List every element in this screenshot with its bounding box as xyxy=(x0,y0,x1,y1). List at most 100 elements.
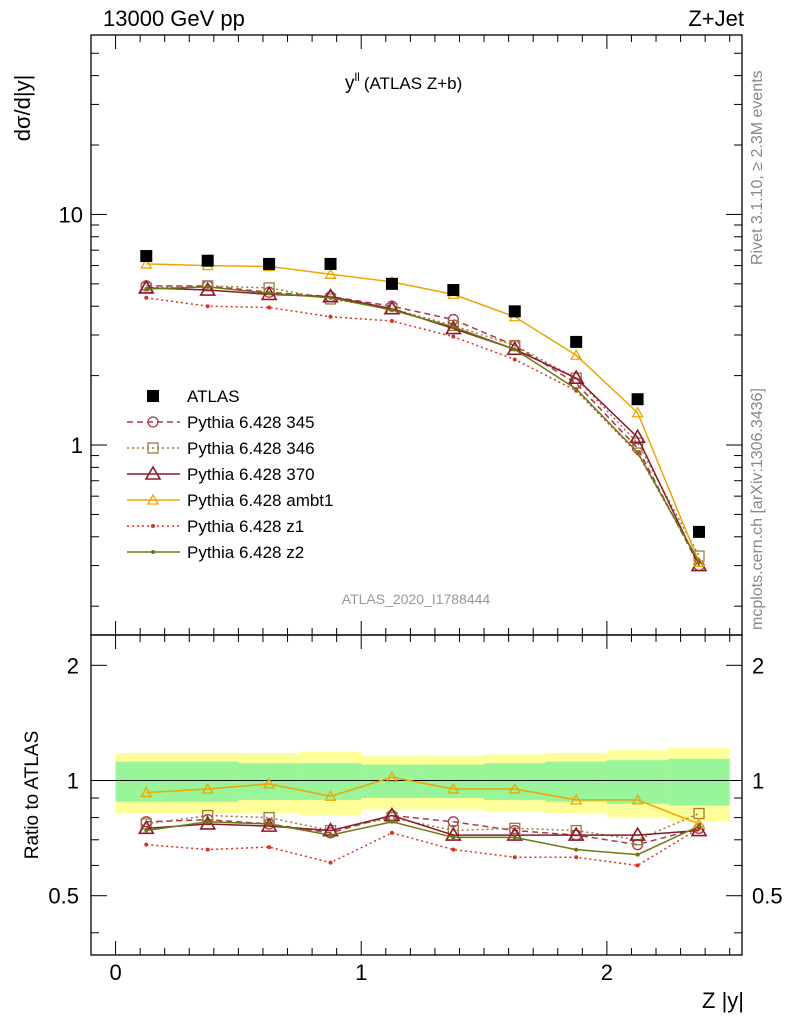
band-inner-6 xyxy=(484,763,546,800)
series-point-4 xyxy=(144,295,149,300)
ratio-line-4 xyxy=(146,827,700,867)
y-tick-label: 1 xyxy=(71,433,83,458)
ratio-point-2 xyxy=(690,821,708,837)
chart-title-sup: ll xyxy=(355,70,360,84)
ratio-point-2 xyxy=(567,826,585,841)
band-inner-0 xyxy=(115,761,177,802)
ratio-point-4 xyxy=(267,845,272,850)
ratio-point-2 xyxy=(629,826,646,841)
legend-marker-data xyxy=(147,390,159,402)
band-inner-8 xyxy=(606,760,669,804)
data-point xyxy=(508,305,521,318)
series-point-4 xyxy=(205,304,210,309)
axis-ticks: 0 1 2 1 10 0.5 0.5 1 1 2 2 xyxy=(48,34,783,985)
ratio-series xyxy=(137,770,708,868)
series-point-3 xyxy=(324,267,337,279)
ratio-point-5 xyxy=(389,819,394,824)
y-tick-label: 10 xyxy=(59,202,83,227)
ratio-point-5 xyxy=(697,824,702,829)
ratio-point-3 xyxy=(201,782,214,794)
ratio-y-axis-label: Ratio to ATLAS xyxy=(22,731,43,860)
ratio-point-4 xyxy=(512,855,517,860)
ratio-point-5 xyxy=(574,847,579,852)
ratio-point-3 xyxy=(385,770,399,782)
ratio-point-2 xyxy=(137,819,155,835)
ratio-y-tick-label: 1 xyxy=(67,769,79,794)
series-point-4 xyxy=(389,319,394,324)
ratio-y-tick-label-right: 0.5 xyxy=(752,884,783,909)
ratio-y-tick-label: 2 xyxy=(67,653,79,678)
band-inner-1 xyxy=(176,761,239,802)
ratio-y-tick-label: 0.5 xyxy=(48,884,79,909)
ratio-point-4 xyxy=(205,847,210,852)
y-axis-label: dσ/d|y| xyxy=(10,75,35,142)
ratio-point-3 xyxy=(324,789,337,801)
ratio-point-4 xyxy=(389,830,394,835)
header-energy: 13000 GeV pp xyxy=(103,6,245,31)
legend-marker-5 xyxy=(151,550,155,554)
main-series xyxy=(137,250,708,572)
series-point-5 xyxy=(574,386,579,391)
data-point xyxy=(631,393,644,406)
series-point-5 xyxy=(512,347,517,352)
series-point-2 xyxy=(199,281,217,296)
ratio-y-tick-label-right: 2 xyxy=(752,653,764,678)
series-line-0 xyxy=(146,285,700,566)
ratio-point-3 xyxy=(570,793,583,805)
ratio-point-3 xyxy=(140,786,153,798)
band-inner-3 xyxy=(299,763,362,800)
series-line-3 xyxy=(146,263,700,563)
series-point-5 xyxy=(267,291,272,296)
series-point-2 xyxy=(383,300,401,315)
legend-label-data: ATLAS xyxy=(187,387,240,406)
series-point-4 xyxy=(451,334,456,339)
data-point xyxy=(324,257,337,270)
series-point-1 xyxy=(202,280,214,292)
ratio-point-5 xyxy=(512,835,517,840)
series-point-3 xyxy=(692,555,706,567)
x-tick-label: 0 xyxy=(109,960,121,985)
ratio-point-2 xyxy=(506,826,524,841)
rivet-version-label: Rivet 3.1.10, ≥ 2.3M events xyxy=(749,70,766,265)
analysis-label: ATLAS_2020_I1788444 xyxy=(342,591,491,607)
ratio-point-4 xyxy=(635,863,640,868)
chart-title-rest: (ATLAS Z+b) xyxy=(364,74,462,93)
ratio-point-3 xyxy=(631,793,644,805)
series-point-5 xyxy=(389,308,394,313)
ratio-point-5 xyxy=(205,819,210,824)
series-point-4 xyxy=(512,357,517,362)
legend-marker-3 xyxy=(146,493,160,505)
ratio-point-5 xyxy=(635,852,640,857)
ratio-point-2 xyxy=(444,826,462,841)
series-point-2 xyxy=(322,288,339,303)
chart-title-main: y xyxy=(345,73,355,94)
ratio-point-3 xyxy=(508,782,521,794)
series-point-2 xyxy=(629,428,646,444)
data-point xyxy=(447,284,460,297)
data-point xyxy=(201,254,214,267)
ratio-point-1 xyxy=(509,822,521,834)
chart-title: yll (ATLAS Z+b) xyxy=(345,70,462,94)
data-point xyxy=(263,257,276,270)
ratio-line-3 xyxy=(146,776,700,825)
data-point xyxy=(140,250,153,263)
x-tick-label: 2 xyxy=(601,960,613,985)
ratio-point-5 xyxy=(267,821,272,826)
series-point-5 xyxy=(328,295,333,300)
data-point xyxy=(385,277,398,290)
ratio-point-4 xyxy=(574,855,579,860)
ratio-point-3 xyxy=(447,782,460,794)
ratio-frame xyxy=(90,634,743,956)
legend-marker-0 xyxy=(147,416,159,428)
series-point-5 xyxy=(451,324,456,329)
ratio-line-2 xyxy=(146,814,700,836)
series-point-5 xyxy=(205,284,210,289)
series-point-3 xyxy=(570,348,583,360)
source-label: mcplots.cern.ch [arXiv:1306.3436] xyxy=(749,388,766,630)
data-point xyxy=(570,335,583,348)
legend-label-2: Pythia 6.428 370 xyxy=(187,465,315,484)
ratio-y-tick-label-right: 1 xyxy=(752,769,764,794)
ratio-line-0 xyxy=(146,814,700,846)
legend-label-3: Pythia 6.428 ambt1 xyxy=(187,491,333,510)
